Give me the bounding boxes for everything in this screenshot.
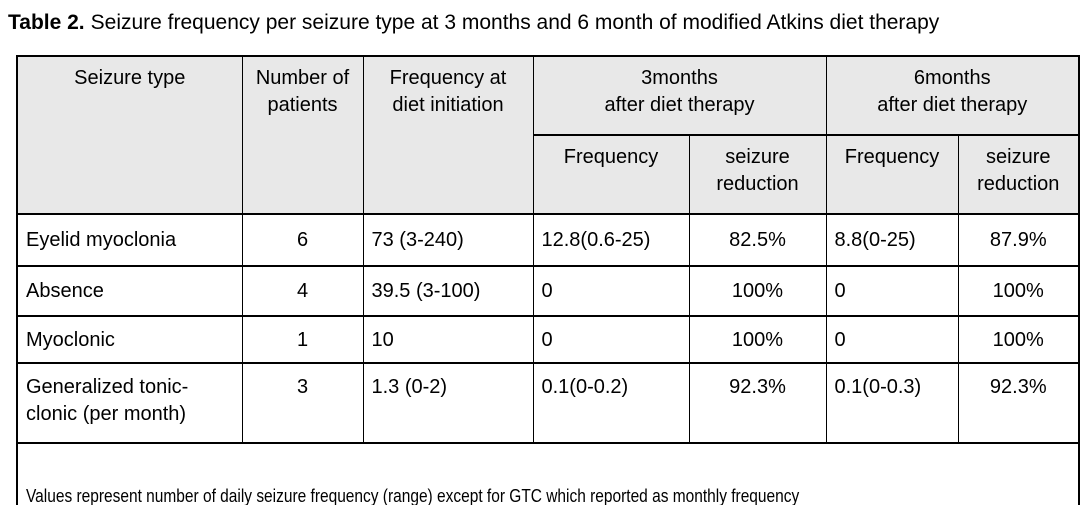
table-cell: 4	[241, 265, 364, 317]
table-cell: 3	[241, 362, 364, 444]
table-cell: 1	[241, 315, 364, 364]
header-group-3months: 3months after diet therapy	[532, 55, 827, 136]
row-footnote: Values represent number of daily seizure…	[16, 442, 1080, 505]
table-cell: 0.1(0-0.2)	[532, 362, 690, 444]
table-cell: 12.8(0.6-25)	[532, 213, 690, 267]
table-cell: 0	[825, 315, 959, 364]
table-cell: 92.3%	[688, 362, 827, 444]
row-myoclonic: Myoclonic 1 10 0 100% 0 100%	[16, 315, 1080, 364]
table-cell: 10	[362, 315, 534, 364]
row-absence: Absence 4 39.5 (3-100) 0 100% 0 100%	[16, 265, 1080, 317]
table-cell: 0	[825, 265, 959, 317]
header-seizure-reduction-6m: seizure reduction	[957, 134, 1080, 215]
table-caption: Table 2. Seizure frequency per seizure ty…	[8, 10, 939, 35]
table-cell: Generalized tonic- clonic (per month)	[16, 362, 243, 444]
table-footnote-cell: Values represent number of daily seizure…	[16, 442, 1080, 505]
seizure-frequency-table: Seizure type Number of patients Frequenc…	[16, 55, 1080, 505]
table-cell: 100%	[688, 265, 827, 317]
table-cell: 82.5%	[688, 213, 827, 267]
header-frequency-6m: Frequency	[825, 134, 959, 215]
table-footnote-text: Values represent number of daily seizure…	[26, 486, 800, 505]
table-cell: 100%	[688, 315, 827, 364]
table-body: Eyelid myoclonia 6 73 (3-240) 12.8(0.6-2…	[16, 213, 1080, 505]
table-cell: 39.5 (3-100)	[362, 265, 534, 317]
table-cell: 87.9%	[957, 213, 1080, 267]
table-cell: 1.3 (0-2)	[362, 362, 534, 444]
table-caption-label: Table 2.	[8, 11, 85, 34]
table-cell: Absence	[16, 265, 243, 317]
table-cell: 0	[532, 315, 690, 364]
table-cell: 0	[532, 265, 690, 317]
header-seizure-reduction-3m: seizure reduction	[688, 134, 827, 215]
table-header: Seizure type Number of patients Frequenc…	[16, 55, 1080, 215]
table-cell: Myoclonic	[16, 315, 243, 364]
table-cell: 8.8(0-25)	[825, 213, 959, 267]
header-group-row: Seizure type Number of patients Frequenc…	[16, 55, 1080, 215]
table-cell: 92.3%	[957, 362, 1080, 444]
header-frequency-3m: Frequency	[532, 134, 690, 215]
row-generalized-tonic-clonic: Generalized tonic- clonic (per month) 3 …	[16, 362, 1080, 444]
table-cell: 0.1(0-0.3)	[825, 362, 959, 444]
table-cell: 100%	[957, 265, 1080, 317]
header-seizure-type: Seizure type	[16, 55, 243, 215]
header-sub-row: Frequency seizure reduction Frequency se…	[17, 134, 1080, 215]
table-cell: Eyelid myoclonia	[16, 213, 243, 267]
table-cell: 100%	[957, 315, 1080, 364]
row-eyelid-myoclonia: Eyelid myoclonia 6 73 (3-240) 12.8(0.6-2…	[16, 213, 1080, 267]
header-number-of-patients: Number of patients	[241, 55, 364, 215]
table-cell: 73 (3-240)	[362, 213, 534, 267]
table-caption-text: Seizure frequency per seizure type at 3 …	[90, 11, 940, 34]
table-cell: 6	[241, 213, 364, 267]
header-frequency-at-diet-initiation: Frequency at diet initiation	[362, 55, 534, 215]
header-group-6months: 6months after diet therapy	[825, 55, 1080, 136]
